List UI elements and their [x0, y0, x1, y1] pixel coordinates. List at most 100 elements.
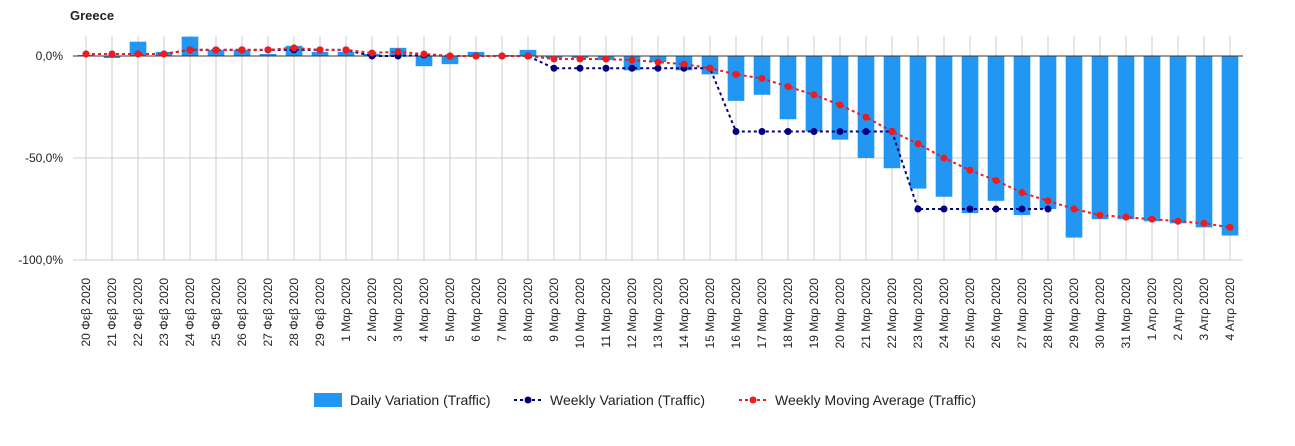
x-tick-label: 28 Φεβ 2020: [287, 278, 301, 347]
line-point: [238, 46, 246, 54]
line-point: [966, 166, 974, 174]
line-point: [212, 46, 220, 54]
line-point: [992, 176, 1000, 184]
line-point: [914, 140, 922, 148]
legend-label: Weekly Moving Average (Traffic): [775, 392, 976, 408]
x-tick-label: 31 Μαρ 2020: [1119, 278, 1133, 349]
x-tick-label: 24 Μαρ 2020: [937, 278, 951, 349]
bar: [311, 51, 329, 56]
x-tick-label: 26 Φεβ 2020: [235, 278, 249, 347]
bar: [1013, 56, 1031, 216]
y-tick-label: 0,0%: [36, 49, 64, 63]
bar: [441, 56, 459, 65]
line-point: [576, 55, 584, 63]
line-point: [862, 127, 870, 135]
x-tick-label: 11 Μαρ 2020: [599, 278, 613, 348]
x-tick-label: 29 Φεβ 2020: [313, 278, 327, 347]
bar: [727, 56, 745, 101]
legend-swatch: [314, 393, 342, 407]
line-point: [966, 205, 974, 213]
x-tick-label: 23 Μαρ 2020: [911, 278, 925, 349]
line-point: [602, 64, 610, 72]
line-point: [1096, 211, 1104, 219]
x-tick-label: 21 Μαρ 2020: [859, 278, 873, 349]
x-tick-label: 2 Απρ 2020: [1171, 278, 1185, 341]
legend-swatch-dot: [524, 396, 532, 404]
bar: [1221, 56, 1239, 236]
line-point: [316, 46, 324, 54]
bar: [415, 56, 433, 67]
line-point: [498, 52, 506, 60]
x-tick-label: 25 Μαρ 2020: [963, 278, 977, 349]
line-point: [446, 52, 454, 60]
line-point: [836, 101, 844, 109]
x-tick-label: 12 Μαρ 2020: [625, 278, 639, 349]
line-point: [888, 127, 896, 135]
line-point: [810, 91, 818, 99]
line-point: [1122, 213, 1130, 221]
line-point: [784, 127, 792, 135]
bar: [1195, 56, 1213, 228]
line-point: [82, 50, 90, 58]
line-point: [420, 50, 428, 58]
line-point: [186, 46, 194, 54]
line-point: [1018, 189, 1026, 197]
x-tick-label: 21 Φεβ 2020: [105, 278, 119, 347]
line-point: [342, 46, 350, 54]
x-tick-label: 14 Μαρ 2020: [677, 278, 691, 349]
line-point: [758, 74, 766, 82]
x-tick-label: 1 Απρ 2020: [1145, 278, 1159, 341]
line-point: [732, 127, 740, 135]
x-tick-label: 25 Φεβ 2020: [209, 278, 223, 347]
line-point: [1070, 205, 1078, 213]
line-point: [628, 56, 636, 64]
line-point: [784, 83, 792, 91]
x-tick-label: 22 Φεβ 2020: [131, 278, 145, 347]
y-tick-label: -50,0%: [25, 151, 63, 165]
chart-title: Greece: [70, 8, 114, 23]
x-tick-label: 15 Μαρ 2020: [703, 278, 717, 349]
line-point: [394, 48, 402, 56]
x-tick-label: 8 Μαρ 2020: [521, 278, 535, 342]
line-point: [472, 52, 480, 60]
bar: [883, 56, 901, 169]
line-point: [602, 55, 610, 63]
bar: [337, 51, 355, 56]
x-tick-label: 6 Μαρ 2020: [469, 278, 483, 342]
line-series: [86, 48, 1048, 210]
line-point: [654, 64, 662, 72]
x-tick-label: 4 Απρ 2020: [1223, 278, 1237, 341]
bar: [831, 56, 849, 140]
x-tick-label: 29 Μαρ 2020: [1067, 278, 1081, 349]
x-tick-label: 23 Φεβ 2020: [157, 278, 171, 347]
x-tick-label: 27 Μαρ 2020: [1015, 278, 1029, 349]
legend-label: Daily Variation (Traffic): [350, 392, 491, 408]
line-point: [628, 64, 636, 72]
line-point: [550, 64, 558, 72]
bar: [1169, 56, 1187, 224]
line-point: [160, 50, 168, 58]
x-tick-label: 22 Μαρ 2020: [885, 278, 899, 349]
x-tick-label: 9 Μαρ 2020: [547, 278, 561, 342]
bar: [181, 36, 199, 56]
x-tick-label: 16 Μαρ 2020: [729, 278, 743, 349]
legend-label: Weekly Variation (Traffic): [550, 392, 705, 408]
line-point: [1226, 223, 1234, 231]
x-tick-label: 13 Μαρ 2020: [651, 278, 665, 349]
line-point: [706, 64, 714, 72]
line-point: [862, 113, 870, 121]
line-point: [576, 64, 584, 72]
bar: [129, 41, 147, 56]
bar: [1065, 56, 1083, 238]
y-tick-label: -100,0%: [18, 253, 63, 267]
line-point: [732, 70, 740, 78]
line-point: [1044, 197, 1052, 205]
x-tick-label: 2 Μαρ 2020: [365, 278, 379, 342]
bar: [857, 56, 875, 158]
x-tick-label: 26 Μαρ 2020: [989, 278, 1003, 349]
line-point: [1018, 205, 1026, 213]
bar: [987, 56, 1005, 201]
x-tick-label: 3 Μαρ 2020: [391, 278, 405, 342]
legend-swatch-dot: [749, 396, 757, 404]
